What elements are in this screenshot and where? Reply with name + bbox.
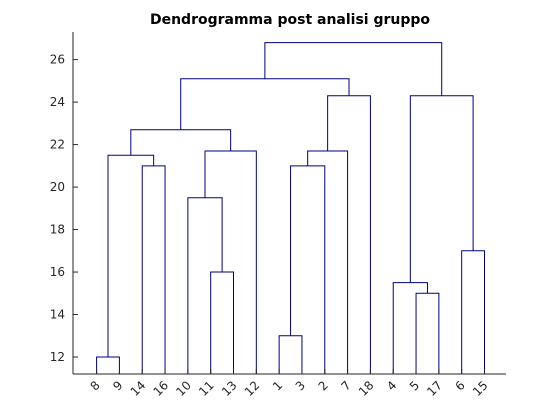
x-tick-label: 8: [87, 378, 102, 393]
dendrogram-link: [107, 154, 155, 358]
x-tick-label: 1: [270, 378, 285, 393]
x-axis: 8 9 14 16 10 11 13 12 1 3 2 7 18 4 5 17 6 15: [73, 369, 506, 399]
x-tick-label: 12: [242, 378, 263, 399]
x-tick-label: 6: [453, 378, 468, 393]
x-tick-label: 2: [316, 378, 331, 393]
x-tick-label: 11: [196, 378, 217, 399]
y-tick-label: 24: [50, 95, 65, 109]
x-tick-label: 15: [470, 378, 491, 399]
dendrogram-link: [96, 356, 120, 374]
x-tick-label: 9: [110, 378, 125, 393]
dendrogram-link: [409, 95, 474, 283]
y-tick-label: 20: [50, 180, 65, 194]
y-axis: 12 14 16 18 20 22 24 26: [50, 32, 78, 374]
dendrogram-link: [461, 250, 485, 374]
dendrogram-link: [264, 42, 443, 96]
dendrogram-links: [96, 42, 485, 374]
dendrogram-link: [180, 78, 350, 130]
x-tick-label: 14: [128, 378, 149, 399]
x-tick-label: 5: [407, 378, 422, 393]
x-tick-label: 17: [424, 378, 445, 399]
x-tick-label: 16: [150, 378, 171, 399]
dendrogram-link: [415, 292, 440, 374]
chart-title: Dendrogramma post analisi gruppo: [150, 12, 430, 28]
x-tick-label: 13: [219, 378, 240, 399]
y-tick-label: 18: [50, 223, 65, 237]
dendrogram-link: [392, 282, 428, 374]
dendrogram-link: [210, 271, 235, 374]
x-tick-label: 10: [173, 378, 194, 399]
dendrogram-link: [187, 197, 223, 374]
x-tick-label: 7: [338, 378, 353, 393]
y-tick-label: 26: [50, 53, 65, 67]
dendrogram-link: [327, 95, 371, 374]
dendrogram-link: [307, 150, 349, 374]
dendrogram-link: [141, 165, 166, 374]
x-tick-label: 4: [384, 378, 399, 393]
x-tick-label: 18: [356, 378, 377, 399]
x-tick-label: 3: [293, 378, 308, 393]
y-tick-label: 14: [50, 308, 65, 322]
y-tick-label: 22: [50, 138, 65, 152]
y-tick-label: 12: [50, 350, 65, 364]
dendrogram-link: [290, 165, 326, 374]
dendrogram-link: [278, 335, 303, 374]
y-tick-label: 16: [50, 265, 65, 279]
dendrogram-link: [204, 150, 257, 374]
